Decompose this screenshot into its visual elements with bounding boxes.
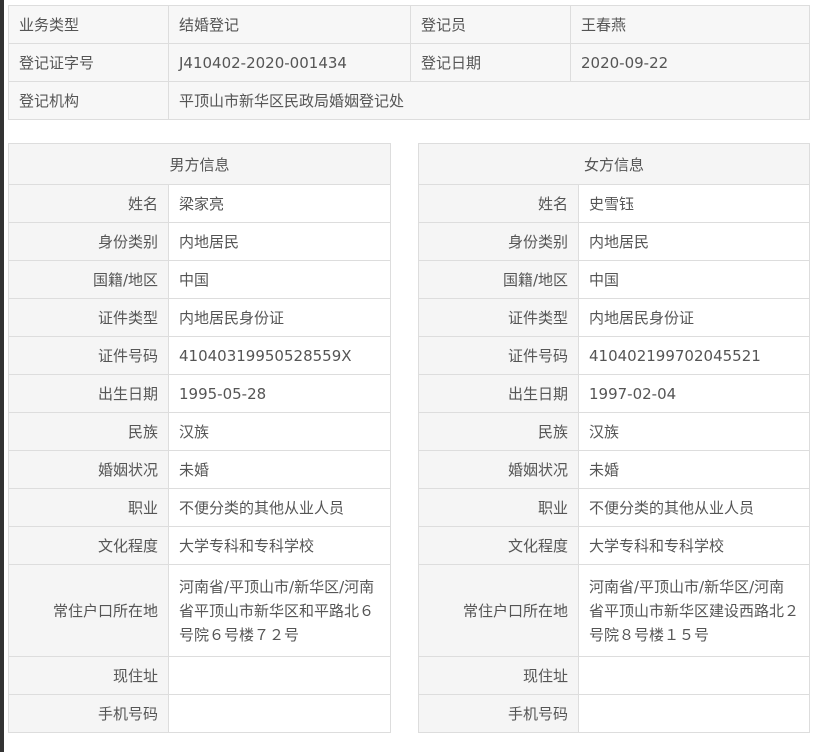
table-row: 手机号码 bbox=[418, 694, 810, 733]
field-value: 中国 bbox=[168, 260, 391, 299]
table-row: 登记证字号 J410402-2020-001434 登记日期 2020-09-2… bbox=[8, 43, 810, 82]
field-label: 身份类别 bbox=[8, 222, 169, 261]
field-value bbox=[578, 694, 810, 733]
female-info-title: 女方信息 bbox=[418, 143, 810, 185]
field-value: 史雪钰 bbox=[578, 184, 810, 223]
field-label: 文化程度 bbox=[8, 526, 169, 565]
cert-no-value: J410402-2020-001434 bbox=[168, 43, 411, 82]
field-label: 现住址 bbox=[8, 656, 169, 695]
field-value: 未婚 bbox=[168, 450, 391, 489]
table-row: 身份类别 内地居民 bbox=[418, 222, 810, 261]
field-value: 大学专科和专科学校 bbox=[578, 526, 810, 565]
table-row: 文化程度 大学专科和专科学校 bbox=[8, 526, 391, 565]
field-value: 未婚 bbox=[578, 450, 810, 489]
table-row: 职业 不便分类的其他从业人员 bbox=[8, 488, 391, 527]
field-label: 国籍/地区 bbox=[418, 260, 579, 299]
table-row: 国籍/地区 中国 bbox=[418, 260, 810, 299]
field-value: 河南省/平顶山市/新华区/河南省平顶山市新华区和平路北６号院６号楼７２号 bbox=[168, 564, 391, 657]
table-row: 出生日期 1995-05-28 bbox=[8, 374, 391, 413]
male-info-title: 男方信息 bbox=[8, 143, 391, 185]
field-value: 内地居民身份证 bbox=[578, 298, 810, 337]
table-row: 证件号码 410402199702045521 bbox=[418, 336, 810, 375]
field-label: 常住户口所在地 bbox=[418, 564, 579, 657]
business-type-label: 业务类型 bbox=[8, 5, 169, 44]
field-value: 梁家亮 bbox=[168, 184, 391, 223]
table-row: 证件类型 内地居民身份证 bbox=[8, 298, 391, 337]
table-row: 出生日期 1997-02-04 bbox=[418, 374, 810, 413]
registration-table: 业务类型 结婚登记 登记员 王春燕 登记证字号 J410402-2020-001… bbox=[8, 5, 810, 120]
table-row: 证件类型 内地居民身份证 bbox=[418, 298, 810, 337]
field-value: 汉族 bbox=[168, 412, 391, 451]
table-row: 婚姻状况 未婚 bbox=[8, 450, 391, 489]
field-label: 婚姻状况 bbox=[418, 450, 579, 489]
field-label: 职业 bbox=[8, 488, 169, 527]
field-label: 证件类型 bbox=[418, 298, 579, 337]
table-row: 现住址 bbox=[8, 656, 391, 695]
table-header-row: 男方信息 bbox=[8, 143, 391, 185]
table-row: 现住址 bbox=[418, 656, 810, 695]
female-info-table: 女方信息 姓名 史雪钰 身份类别 内地居民 国籍/地区 中国 证件类型 内地居民身份证 证件号码 4… bbox=[418, 143, 810, 733]
table-row: 身份类别 内地居民 bbox=[8, 222, 391, 261]
field-label: 手机号码 bbox=[8, 694, 169, 733]
office-label: 登记机构 bbox=[8, 81, 169, 120]
table-row: 手机号码 bbox=[8, 694, 391, 733]
field-value: 内地居民 bbox=[168, 222, 391, 261]
field-value: 1997-02-04 bbox=[578, 374, 810, 413]
field-label: 婚姻状况 bbox=[8, 450, 169, 489]
field-label: 姓名 bbox=[418, 184, 579, 223]
field-label: 民族 bbox=[8, 412, 169, 451]
field-label: 手机号码 bbox=[418, 694, 579, 733]
window-edge bbox=[0, 0, 4, 752]
table-row: 民族 汉族 bbox=[418, 412, 810, 451]
office-value: 平顶山市新华区民政局婚姻登记处 bbox=[168, 81, 810, 120]
table-row: 业务类型 结婚登记 登记员 王春燕 bbox=[8, 5, 810, 44]
field-value: 汉族 bbox=[578, 412, 810, 451]
table-row: 文化程度 大学专科和专科学校 bbox=[418, 526, 810, 565]
business-type-value: 结婚登记 bbox=[168, 5, 411, 44]
table-row: 姓名 史雪钰 bbox=[418, 184, 810, 223]
table-header-row: 女方信息 bbox=[418, 143, 810, 185]
field-label: 常住户口所在地 bbox=[8, 564, 169, 657]
field-label: 现住址 bbox=[418, 656, 579, 695]
field-value: 内地居民 bbox=[578, 222, 810, 261]
date-label: 登记日期 bbox=[410, 43, 571, 82]
table-row: 婚姻状况 未婚 bbox=[418, 450, 810, 489]
field-label: 出生日期 bbox=[418, 374, 579, 413]
field-value bbox=[168, 656, 391, 695]
field-value: 410402199702045521 bbox=[578, 336, 810, 375]
table-row: 国籍/地区 中国 bbox=[8, 260, 391, 299]
field-label: 文化程度 bbox=[418, 526, 579, 565]
field-label: 证件号码 bbox=[8, 336, 169, 375]
field-value: 不便分类的其他从业人员 bbox=[578, 488, 810, 527]
registrar-value: 王春燕 bbox=[570, 5, 810, 44]
cert-no-label: 登记证字号 bbox=[8, 43, 169, 82]
table-row: 证件号码 41040319950528559X bbox=[8, 336, 391, 375]
field-label: 民族 bbox=[418, 412, 579, 451]
table-row: 姓名 梁家亮 bbox=[8, 184, 391, 223]
registrar-label: 登记员 bbox=[410, 5, 571, 44]
table-row: 常住户口所在地 河南省/平顶山市/新华区/河南省平顶山市新华区和平路北６号院６号楼… bbox=[8, 564, 391, 657]
field-label: 证件类型 bbox=[8, 298, 169, 337]
field-label: 国籍/地区 bbox=[8, 260, 169, 299]
field-value bbox=[168, 694, 391, 733]
field-value: 1995-05-28 bbox=[168, 374, 391, 413]
field-value: 河南省/平顶山市/新华区/河南省平顶山市新华区建设西路北２号院８号楼１５号 bbox=[578, 564, 810, 657]
date-value: 2020-09-22 bbox=[570, 43, 810, 82]
table-row: 职业 不便分类的其他从业人员 bbox=[418, 488, 810, 527]
field-value: 41040319950528559X bbox=[168, 336, 391, 375]
table-row: 民族 汉族 bbox=[8, 412, 391, 451]
table-row: 登记机构 平顶山市新华区民政局婚姻登记处 bbox=[8, 81, 810, 120]
field-label: 出生日期 bbox=[8, 374, 169, 413]
table-row: 常住户口所在地 河南省/平顶山市/新华区/河南省平顶山市新华区建设西路北２号院８号… bbox=[418, 564, 810, 657]
field-label: 职业 bbox=[418, 488, 579, 527]
field-label: 姓名 bbox=[8, 184, 169, 223]
field-label: 证件号码 bbox=[418, 336, 579, 375]
field-value bbox=[578, 656, 810, 695]
field-label: 身份类别 bbox=[418, 222, 579, 261]
field-value: 大学专科和专科学校 bbox=[168, 526, 391, 565]
field-value: 内地居民身份证 bbox=[168, 298, 391, 337]
male-info-table: 男方信息 姓名 梁家亮 身份类别 内地居民 国籍/地区 中国 证件类型 内地居民身份证 证件号码 4… bbox=[8, 143, 391, 733]
field-value: 不便分类的其他从业人员 bbox=[168, 488, 391, 527]
field-value: 中国 bbox=[578, 260, 810, 299]
